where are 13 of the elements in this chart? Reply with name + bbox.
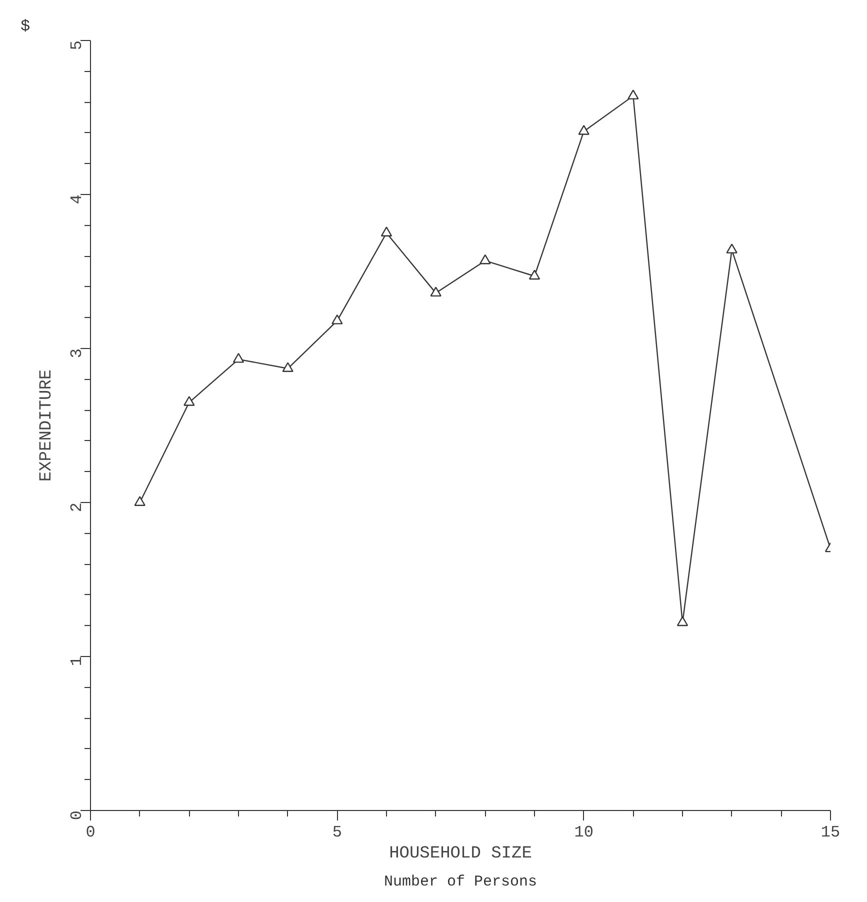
y-tick-label: 5 (68, 40, 86, 50)
y-tick-label: 3 (68, 348, 86, 358)
y-tick-label: 4 (68, 194, 86, 204)
y-tick-label: 2 (68, 502, 86, 512)
text: $ (20, 18, 30, 36)
x-tick-label: 10 (574, 824, 594, 842)
x-axis-title: HOUSEHOLD SIZE (389, 844, 532, 864)
y-tick-label: 1 (68, 656, 86, 666)
y-tick-label: 0 (68, 810, 86, 820)
x-tick-label: 5 (332, 824, 342, 842)
y-axis-title: EXPENDITURE (38, 369, 56, 482)
text: Number of Persons (384, 874, 538, 890)
x-tick-label: 15 (820, 824, 840, 842)
